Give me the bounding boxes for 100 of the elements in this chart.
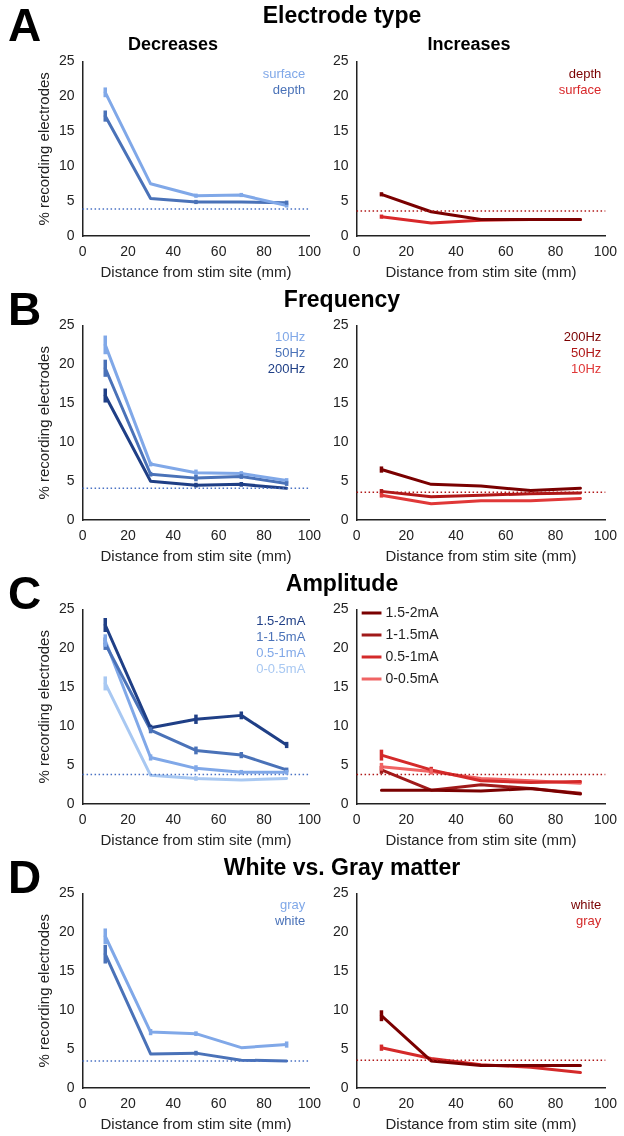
y-tick-label: 15 bbox=[58, 394, 75, 411]
y-tick-label: 15 bbox=[332, 394, 349, 411]
text: 1-1.5mA bbox=[256, 629, 306, 645]
y-tick-label: 20 bbox=[58, 639, 75, 656]
y-tick-label: 15 bbox=[332, 962, 349, 979]
text: A bbox=[8, 0, 42, 51]
text: 0-0.5mA bbox=[256, 661, 306, 677]
x-tick-label: 40 bbox=[448, 243, 465, 260]
y-axis-title: % recording electrodes bbox=[35, 346, 53, 500]
x-tick-label: 20 bbox=[120, 527, 136, 544]
text: depth bbox=[272, 81, 306, 97]
text: 50Hz bbox=[274, 345, 306, 361]
y-tick-label: 0 bbox=[66, 795, 75, 812]
y-tick-label: 15 bbox=[58, 678, 75, 695]
x-tick-label: 60 bbox=[498, 1095, 514, 1112]
x-tick-label: 60 bbox=[210, 243, 227, 260]
y-tick-label: 5 bbox=[66, 1040, 75, 1057]
y-tick-label: 10 bbox=[58, 157, 75, 174]
y-tick-label: 25 bbox=[58, 52, 75, 69]
y-tick-label: 10 bbox=[332, 157, 349, 174]
x-tick-label: 100 bbox=[297, 527, 322, 544]
x-tick-label: 80 bbox=[256, 811, 272, 828]
x-tick-label: 100 bbox=[593, 527, 618, 544]
x-tick-label: 100 bbox=[593, 811, 618, 828]
x-axis-title: Distance from stim site (mm) bbox=[385, 831, 577, 849]
text: 200Hz bbox=[267, 361, 306, 377]
y-tick-label: 15 bbox=[332, 678, 349, 695]
y-tick-label: 25 bbox=[332, 884, 349, 901]
y-tick-label: 0 bbox=[340, 227, 349, 244]
y-tick-label: 25 bbox=[58, 316, 75, 333]
x-tick-label: 60 bbox=[210, 811, 227, 828]
legend-label: 1.5-2mA bbox=[385, 603, 440, 620]
y-tick-label: 10 bbox=[332, 1001, 349, 1018]
y-tick-label: 25 bbox=[58, 600, 75, 617]
y-tick-label: 25 bbox=[332, 600, 349, 617]
text: white bbox=[569, 897, 602, 913]
x-tick-label: 20 bbox=[398, 527, 415, 544]
x-tick-label: 100 bbox=[593, 243, 618, 260]
y-tick-label: 10 bbox=[58, 433, 75, 450]
text: surface bbox=[558, 81, 602, 97]
y-tick-label: 5 bbox=[340, 472, 349, 489]
y-tick-label: 0 bbox=[66, 227, 75, 244]
x-tick-label: 0 bbox=[78, 811, 87, 828]
x-axis-title: Distance from stim site (mm) bbox=[100, 263, 292, 281]
x-tick-label: 40 bbox=[448, 1095, 465, 1112]
y-axis-title: % recording electrodes bbox=[35, 630, 53, 784]
text: 10Hz bbox=[570, 361, 602, 377]
x-axis-title: Distance from stim site (mm) bbox=[100, 831, 292, 849]
x-tick-label: 80 bbox=[547, 527, 564, 544]
x-tick-label: 40 bbox=[165, 811, 182, 828]
chart-title: Amplitude bbox=[284, 570, 400, 597]
x-tick-label: 20 bbox=[398, 811, 415, 828]
text: 200Hz bbox=[563, 329, 602, 345]
y-tick-label: 20 bbox=[332, 923, 349, 940]
y-tick-label: 10 bbox=[332, 433, 349, 450]
y-axis-title: % recording electrodes bbox=[35, 914, 53, 1068]
chart-title: Electrode type bbox=[261, 2, 423, 29]
x-tick-label: 40 bbox=[165, 243, 182, 260]
y-tick-label: 15 bbox=[58, 122, 75, 139]
y-tick-label: 20 bbox=[332, 87, 349, 104]
x-tick-label: 40 bbox=[165, 527, 182, 544]
text: 0.5-1mA bbox=[256, 645, 306, 661]
x-tick-label: 0 bbox=[352, 527, 361, 544]
y-tick-label: 15 bbox=[58, 962, 75, 979]
y-tick-label: 0 bbox=[340, 511, 349, 528]
y-tick-label: 20 bbox=[332, 639, 349, 656]
x-tick-label: 100 bbox=[593, 1095, 618, 1112]
x-tick-label: 0 bbox=[352, 243, 361, 260]
x-axis-title: Distance from stim site (mm) bbox=[385, 547, 577, 565]
y-tick-label: 20 bbox=[58, 87, 75, 104]
y-tick-label: 0 bbox=[66, 511, 75, 528]
legend-label: 0-0.5mA bbox=[385, 669, 440, 686]
x-tick-label: 20 bbox=[398, 1095, 415, 1112]
legend-label: 0.5-1mA bbox=[385, 647, 440, 664]
text: 10Hz bbox=[274, 329, 306, 345]
x-axis-title: Distance from stim site (mm) bbox=[385, 1115, 577, 1133]
x-tick-label: 20 bbox=[120, 243, 136, 260]
text: depth bbox=[568, 65, 602, 81]
y-tick-label: 5 bbox=[66, 756, 75, 773]
chart-subtitle: Decreases bbox=[127, 33, 219, 54]
chart-title: White vs. Gray matter bbox=[222, 854, 462, 881]
text: gray bbox=[576, 913, 602, 929]
x-tick-label: 40 bbox=[448, 811, 465, 828]
chart-title: Frequency bbox=[282, 286, 402, 313]
x-tick-label: 100 bbox=[297, 243, 322, 260]
y-tick-label: 25 bbox=[58, 884, 75, 901]
y-tick-label: 0 bbox=[340, 795, 349, 812]
x-tick-label: 40 bbox=[165, 1095, 182, 1112]
x-axis-title: Distance from stim site (mm) bbox=[385, 263, 577, 281]
x-tick-label: 80 bbox=[256, 527, 272, 544]
text: gray bbox=[280, 897, 306, 913]
y-tick-label: 5 bbox=[340, 1040, 349, 1057]
x-tick-label: 20 bbox=[398, 243, 415, 260]
x-tick-label: 0 bbox=[352, 1095, 361, 1112]
x-tick-label: 0 bbox=[78, 243, 87, 260]
x-tick-label: 100 bbox=[297, 811, 322, 828]
x-tick-label: 0 bbox=[352, 811, 361, 828]
text: C bbox=[8, 567, 42, 619]
y-tick-label: 25 bbox=[332, 52, 349, 69]
x-tick-label: 80 bbox=[547, 811, 564, 828]
